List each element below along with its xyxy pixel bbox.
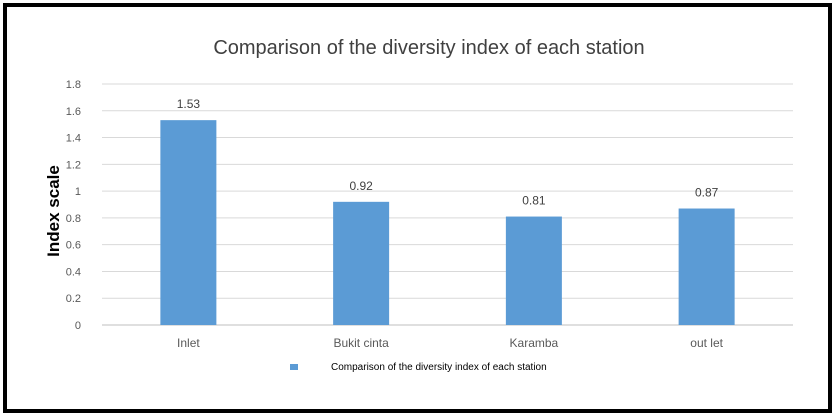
bar [678,208,735,325]
y-tick-label: 0 [75,320,81,332]
x-category-label: Bukit cinta [333,336,389,350]
x-category-label: out let [690,336,723,350]
legend: Comparison of the diversity index of eac… [290,362,547,373]
data-label: 0.92 [349,179,373,193]
y-tick-label: 1.4 [66,133,81,145]
y-tick-label: 0.4 [66,266,81,278]
data-labels: 1.53 0.92 0.81 0.87 [177,97,719,207]
legend-label: Comparison of the diversity index of eac… [331,362,547,373]
y-tick-label: 0.6 [66,240,81,252]
y-tick-label: 0.8 [66,213,81,225]
data-label: 0.81 [522,194,546,208]
data-label: 0.87 [695,186,719,200]
data-label: 1.53 [177,97,201,111]
chart-title: Comparison of the diversity index of eac… [213,37,644,59]
y-tick-label: 1.6 [66,106,81,118]
chart-frame: Comparison of the diversity index of eac… [3,3,832,413]
y-tick-label: 0.2 [66,293,81,305]
x-category-label: Inlet [177,336,200,350]
bar-chart: Comparison of the diversity index of eac… [44,37,793,373]
bar [160,120,217,326]
gridlines [102,83,793,326]
x-axis-categories: Inlet Bukit cinta Karamba out let [177,336,724,350]
y-axis-ticks: 0 0.2 0.4 0.6 0.8 1 1.2 1.4 1.6 1.8 [66,79,81,332]
y-axis-label: Index scale [44,165,63,257]
x-category-label: Karamba [510,336,559,350]
bar [505,216,562,325]
legend-swatch [290,364,298,370]
y-tick-label: 1.8 [66,79,81,91]
bar [333,201,390,325]
bars [160,120,735,326]
y-tick-label: 1.2 [66,159,81,171]
y-tick-label: 1 [75,186,81,198]
